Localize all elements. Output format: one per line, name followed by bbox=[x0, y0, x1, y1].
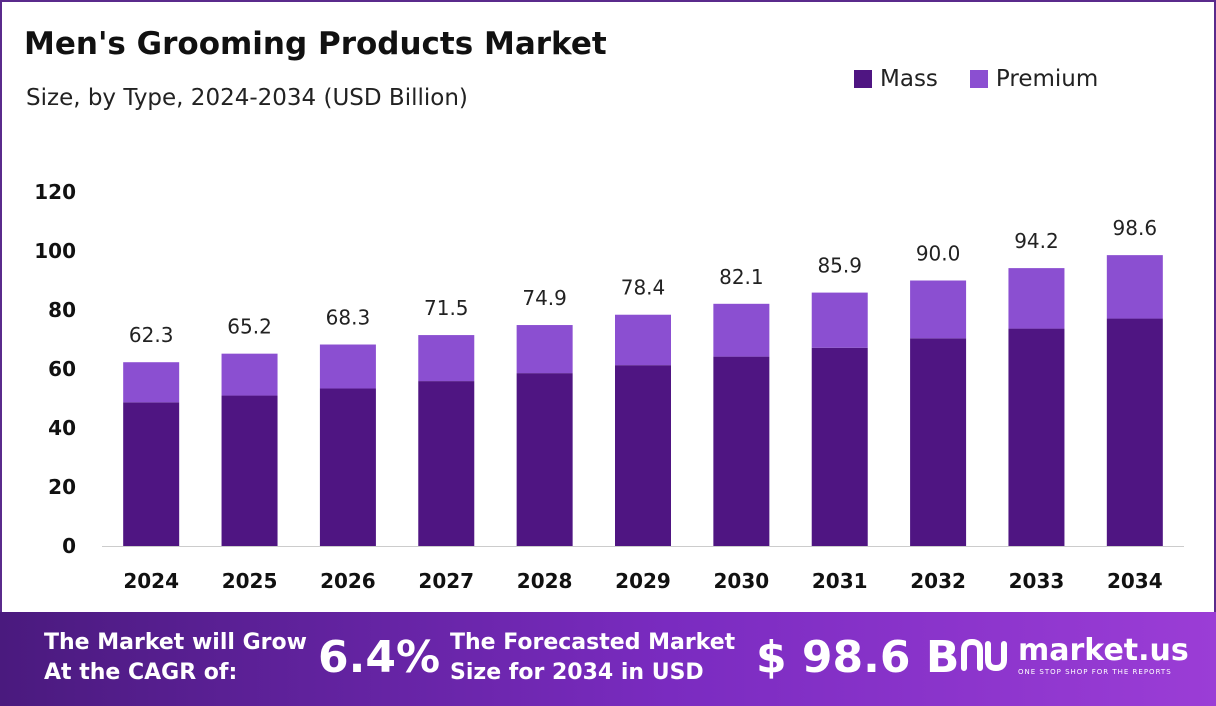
data-label-total-2032: 90.0 bbox=[916, 242, 961, 266]
y-tick-label: 0 bbox=[62, 534, 76, 558]
bar-mass-2026 bbox=[319, 388, 376, 546]
data-label-total-2030: 82.1 bbox=[719, 265, 764, 289]
brand-logo: market.us ONE STOP SHOP FOR THE REPORTS bbox=[960, 636, 1189, 676]
cagr-label: The Market will Grow At the CAGR of: bbox=[44, 628, 307, 688]
data-label-total-2028: 74.9 bbox=[522, 286, 567, 310]
bar-chart: 0 20 40 60 80 100 120 62.3 2024 65.2 2025 68.3 2026 7… bbox=[34, 180, 1184, 593]
brand-name: market.us bbox=[1018, 633, 1189, 668]
x-tick-label-2027: 2027 bbox=[418, 569, 474, 593]
chart-title: Men's Grooming Products Market bbox=[24, 26, 607, 62]
forecast-label: The Forecasted Market Size for 2034 in U… bbox=[450, 628, 735, 688]
legend-label-premium: Premium bbox=[995, 66, 1099, 92]
bar-mass-2028 bbox=[516, 373, 573, 546]
data-label-total-2027: 71.5 bbox=[424, 296, 469, 320]
brand-tagline: ONE STOP SHOP FOR THE REPORTS bbox=[1018, 668, 1172, 676]
bar-mass-2031 bbox=[811, 347, 868, 546]
bar-premium-2026 bbox=[319, 344, 376, 389]
bar-premium-2034 bbox=[1106, 255, 1163, 319]
data-label-total-2029: 78.4 bbox=[621, 276, 666, 300]
forecast-value: $ 98.6 B bbox=[756, 632, 960, 683]
bar-mass-2032 bbox=[910, 338, 967, 546]
bar-premium-2028 bbox=[516, 325, 573, 374]
legend-swatch-mass bbox=[854, 70, 872, 88]
bar-mass-2033 bbox=[1008, 328, 1065, 546]
x-tick-label-2030: 2030 bbox=[714, 569, 770, 593]
legend-item-premium: Premium bbox=[969, 66, 1099, 92]
y-tick-label: 120 bbox=[34, 180, 76, 204]
data-label-total-2026: 68.3 bbox=[326, 306, 371, 330]
legend-label-mass: Mass bbox=[880, 66, 938, 92]
x-tick-label-2031: 2031 bbox=[812, 569, 868, 593]
cagr-label-line1: The Market will Grow bbox=[44, 630, 307, 655]
legend-item-mass: Mass bbox=[854, 66, 938, 92]
bar-mass-2027 bbox=[418, 381, 475, 546]
bar-mass-2025 bbox=[221, 395, 278, 546]
brand-text: market.us ONE STOP SHOP FOR THE REPORTS bbox=[1018, 633, 1189, 677]
y-tick-label: 80 bbox=[48, 298, 76, 322]
y-tick-label: 60 bbox=[48, 357, 76, 381]
cagr-label-line2: At the CAGR of: bbox=[44, 660, 238, 685]
y-tick-label: 20 bbox=[48, 475, 76, 499]
bar-mass-2030 bbox=[713, 356, 770, 546]
bar-mass-2034 bbox=[1106, 318, 1163, 546]
x-tick-label-2034: 2034 bbox=[1107, 569, 1163, 593]
bar-mass-2029 bbox=[615, 365, 671, 546]
summary-banner: The Market will Grow At the CAGR of: 6.4… bbox=[0, 612, 1216, 706]
bar-premium-2024 bbox=[123, 362, 180, 403]
bar-premium-2032 bbox=[910, 280, 967, 339]
legend: Mass Premium bbox=[854, 66, 1130, 92]
data-label-total-2025: 65.2 bbox=[227, 315, 272, 339]
data-label-total-2033: 94.2 bbox=[1014, 229, 1059, 253]
data-label-total-2034: 98.6 bbox=[1113, 216, 1158, 240]
bar-mass-2024 bbox=[123, 402, 180, 546]
data-label-total-2024: 62.3 bbox=[129, 323, 174, 347]
market-us-logo-icon bbox=[961, 638, 1007, 672]
bar-premium-2033 bbox=[1008, 268, 1065, 329]
data-label-total-2031: 85.9 bbox=[817, 254, 862, 278]
x-tick-label-2033: 2033 bbox=[1009, 569, 1065, 593]
chart-subtitle: Size, by Type, 2024-2034 (USD Billion) bbox=[26, 85, 468, 111]
bar-premium-2025 bbox=[221, 353, 278, 396]
cagr-value: 6.4% bbox=[318, 632, 441, 683]
bar-premium-2030 bbox=[713, 303, 770, 357]
x-tick-label-2032: 2032 bbox=[910, 569, 966, 593]
legend-swatch-premium bbox=[969, 70, 988, 88]
x-tick-label-2029: 2029 bbox=[615, 569, 671, 593]
bar-premium-2027 bbox=[418, 335, 475, 382]
y-tick-label: 40 bbox=[48, 416, 76, 440]
forecast-label-line1: The Forecasted Market bbox=[450, 630, 736, 655]
x-tick-label-2026: 2026 bbox=[320, 569, 376, 593]
x-tick-label-2028: 2028 bbox=[517, 569, 573, 593]
forecast-label-line2: Size for 2034 in USD bbox=[450, 660, 704, 685]
x-tick-label-2025: 2025 bbox=[222, 569, 278, 593]
bar-premium-2029 bbox=[615, 314, 671, 366]
y-tick-label: 100 bbox=[34, 239, 76, 263]
x-tick-label-2024: 2024 bbox=[123, 569, 179, 593]
bar-premium-2031 bbox=[811, 292, 868, 348]
